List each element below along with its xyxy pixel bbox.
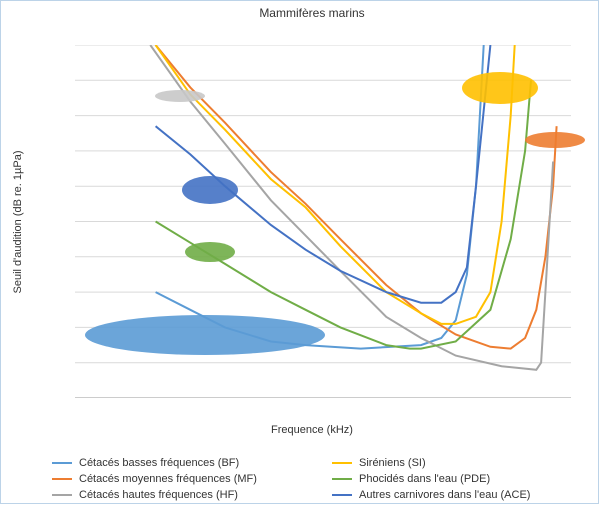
x-axis-label: Frequence (kHz) [271, 424, 353, 436]
chart-title: Mammifères marins [259, 6, 364, 20]
legend-label: Siréniens (SI) [359, 457, 426, 469]
legend-label: Phocidés dans l'eau (PDE) [359, 473, 490, 485]
series-line [154, 45, 516, 325]
legend-label: Autres carnivores dans l'eau (ACE) [359, 489, 530, 501]
legend-label: Cétacés moyennes fréquences (MF) [79, 473, 257, 485]
legend-label: Cétacés hautes fréquences (HF) [79, 489, 238, 501]
legend-label: Cétacés basses fréquences (BF) [79, 457, 239, 469]
animal-icons [85, 72, 585, 355]
series-line [149, 45, 555, 371]
series-line [154, 45, 558, 350]
y-axis-label: Seuil d'audition (dB re. 1µPa) [12, 151, 24, 294]
series-line [155, 80, 532, 350]
